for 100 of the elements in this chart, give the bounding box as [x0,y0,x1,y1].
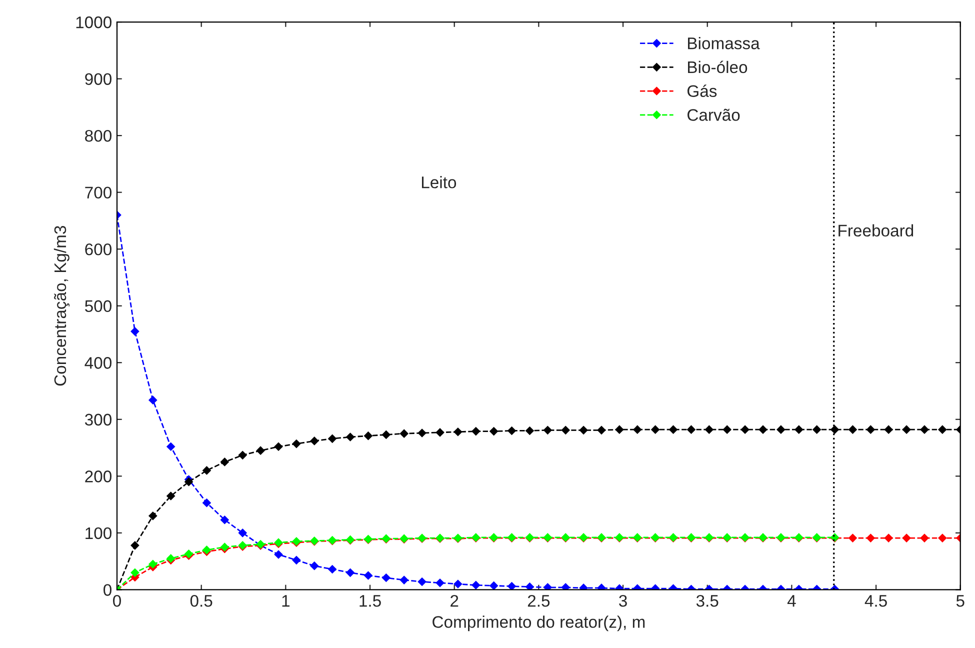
y-axis-title: Concentração, Kg/m3 [54,226,70,386]
point [722,425,732,434]
point [632,425,642,434]
y-tick-label: 300 [84,414,112,426]
legend-label: Biomassa [688,37,760,50]
point [938,425,947,434]
x-axis-title: Comprimento do reator(z), m [432,616,645,632]
point [543,582,552,590]
point [454,427,462,436]
point [346,568,355,578]
point [400,429,409,438]
point [884,425,894,434]
point [812,425,822,434]
y-tick-label: 800 [85,130,112,142]
point [292,439,301,448]
point [436,578,444,588]
point [561,582,570,590]
y-tick-label: 100 [86,527,112,540]
annotation: Leito [422,176,456,188]
point [382,573,391,582]
point [848,425,858,434]
point [507,582,516,590]
point [418,428,426,438]
x-tick-label: 2 [450,594,458,607]
point [400,576,409,584]
point [489,581,498,590]
y-tick-label: 600 [85,243,112,256]
x-tick-label: 2.5 [528,594,550,607]
legend-label: Gás [687,84,717,98]
y-tick-label: 400 [84,357,112,369]
point [256,446,265,456]
point [776,425,786,434]
point [920,534,929,542]
point [848,534,858,542]
y-tick-label: 1000 [76,16,112,28]
point [489,426,498,436]
point [148,560,158,569]
point [238,528,248,538]
x-tick-label: 0.5 [190,594,212,607]
point [328,564,337,574]
point [668,425,678,434]
point [310,436,319,446]
point [130,568,140,578]
point [902,534,911,542]
x-tick-label: 0 [113,594,121,607]
point [202,498,212,508]
point [148,511,158,520]
point [238,450,248,460]
point [364,571,373,580]
point [740,425,750,434]
x-tick-label: 1.5 [360,595,381,607]
point [220,515,230,524]
point [292,556,301,565]
point [579,426,588,435]
point [148,396,158,405]
point [686,425,696,434]
point [220,458,230,466]
x-tick-label: 1 [282,595,290,607]
point [346,432,355,442]
point [274,550,283,559]
point [328,434,337,444]
point [436,428,444,437]
point [597,426,606,435]
point [418,577,426,586]
y-tick-label: 0 [104,584,112,596]
y-tick-label: 900 [85,73,112,85]
point [758,425,768,434]
x-tick-label: 4.5 [864,595,887,607]
point [704,425,714,434]
point [310,561,319,570]
point [130,326,140,336]
point [938,534,947,542]
y-tick-label: 500 [85,300,112,312]
point [650,425,660,434]
point [615,425,624,434]
point [471,580,480,590]
point [454,580,462,588]
point [166,442,176,452]
y-tick-label: 200 [85,470,112,482]
legend-label: Bio-óleo [688,60,748,74]
point [543,426,552,435]
x-tick-label: 3 [619,594,627,607]
point [884,534,894,542]
point [130,540,140,550]
point [902,425,911,434]
point [166,492,176,500]
point [920,425,929,434]
point [202,466,212,475]
y-tick-label: 700 [85,186,112,199]
point [382,430,391,440]
point [830,425,840,434]
point [525,426,534,436]
point [866,425,876,434]
point [184,477,194,486]
x-tick-label: 5 [956,595,964,607]
ref-line-label: Freeboard [838,224,914,237]
point [561,426,570,435]
point [274,442,283,452]
point [507,426,516,436]
point [866,534,876,542]
